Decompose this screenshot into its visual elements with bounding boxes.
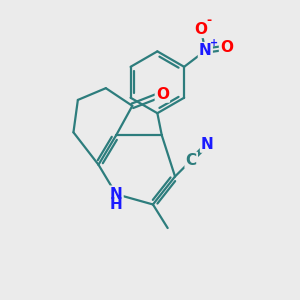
Text: O: O (194, 22, 207, 37)
Text: N: N (110, 187, 122, 202)
Text: O: O (220, 40, 233, 55)
Text: O: O (156, 87, 169, 102)
Text: +: + (210, 38, 218, 48)
Text: H: H (110, 197, 122, 212)
Text: N: N (201, 136, 214, 152)
Text: C: C (186, 153, 197, 168)
Text: -: - (207, 14, 212, 27)
Text: N: N (199, 43, 212, 58)
